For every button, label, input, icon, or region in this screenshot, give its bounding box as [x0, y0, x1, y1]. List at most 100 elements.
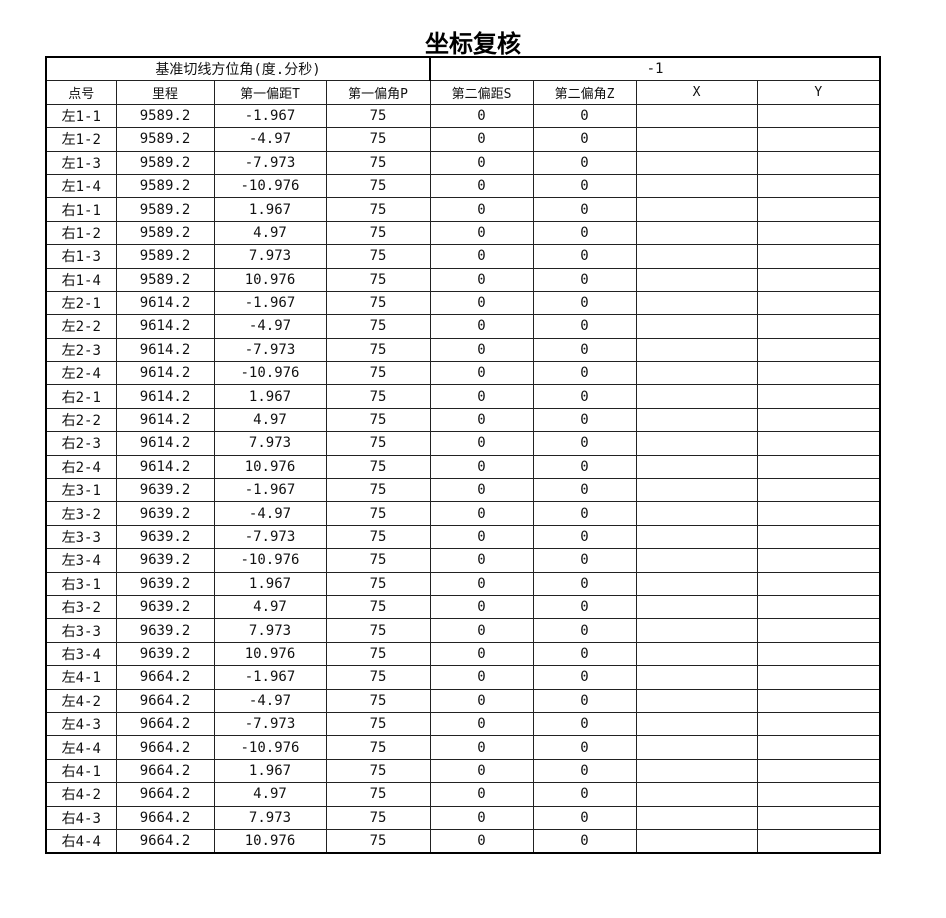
- cell-y[interactable]: [756, 220, 881, 246]
- cell-offset-s[interactable]: 0: [429, 782, 534, 807]
- cell-mileage[interactable]: 9589.2: [115, 173, 215, 199]
- cell-angle-z[interactable]: 0: [532, 431, 637, 456]
- cell-offset-t[interactable]: -4.97: [213, 314, 327, 339]
- cell-angle-p[interactable]: 75: [325, 782, 431, 807]
- cell-offset-t[interactable]: -7.973: [213, 524, 327, 550]
- cell-y[interactable]: [756, 641, 881, 667]
- cell-y[interactable]: [756, 337, 881, 363]
- cell-angle-p[interactable]: 75: [325, 665, 431, 690]
- cell-x[interactable]: [635, 758, 758, 784]
- cell-y[interactable]: [756, 127, 881, 152]
- cell-mileage[interactable]: 9639.2: [115, 478, 215, 503]
- cell-offset-t[interactable]: 1.967: [213, 758, 327, 784]
- cell-y[interactable]: [756, 735, 881, 760]
- cell-y[interactable]: [756, 431, 881, 456]
- cell-mileage[interactable]: 9664.2: [115, 665, 215, 690]
- cell-offset-s[interactable]: 0: [429, 828, 534, 854]
- cell-angle-z[interactable]: 0: [532, 150, 637, 175]
- cell-x[interactable]: [635, 267, 758, 292]
- cell-angle-z[interactable]: 0: [532, 665, 637, 690]
- cell-angle-z[interactable]: 0: [532, 594, 637, 620]
- cell-angle-p[interactable]: 75: [325, 407, 431, 433]
- cell-x[interactable]: [635, 407, 758, 433]
- cell-point-id[interactable]: 右1-1: [45, 197, 117, 222]
- cell-mileage[interactable]: 9589.2: [115, 267, 215, 292]
- cell-y[interactable]: [756, 267, 881, 292]
- cell-y[interactable]: [756, 290, 881, 316]
- cell-angle-p[interactable]: 75: [325, 618, 431, 643]
- cell-mileage[interactable]: 9589.2: [115, 150, 215, 175]
- cell-offset-s[interactable]: 0: [429, 290, 534, 316]
- cell-point-id[interactable]: 右3-2: [45, 594, 117, 620]
- cell-mileage[interactable]: 9639.2: [115, 594, 215, 620]
- cell-offset-s[interactable]: 0: [429, 524, 534, 550]
- cell-angle-z[interactable]: 0: [532, 314, 637, 339]
- cell-offset-t[interactable]: 10.976: [213, 828, 327, 854]
- cell-x[interactable]: [635, 501, 758, 526]
- cell-mileage[interactable]: 9664.2: [115, 758, 215, 784]
- cell-point-id[interactable]: 右3-3: [45, 618, 117, 643]
- cell-angle-z[interactable]: 0: [532, 384, 637, 409]
- cell-mileage[interactable]: 9639.2: [115, 618, 215, 643]
- cell-angle-z[interactable]: 0: [532, 828, 637, 854]
- cell-point-id[interactable]: 右3-1: [45, 571, 117, 596]
- header-offset-t[interactable]: 第一偏距T: [213, 80, 327, 105]
- cell-offset-t[interactable]: -4.97: [213, 501, 327, 526]
- cell-angle-z[interactable]: 0: [532, 711, 637, 737]
- cell-angle-z[interactable]: 0: [532, 501, 637, 526]
- cell-y[interactable]: [756, 150, 881, 175]
- cell-mileage[interactable]: 9614.2: [115, 361, 215, 386]
- cell-y[interactable]: [756, 594, 881, 620]
- cell-x[interactable]: [635, 548, 758, 573]
- cell-mileage[interactable]: 9639.2: [115, 524, 215, 550]
- cell-angle-p[interactable]: 75: [325, 197, 431, 222]
- cell-angle-z[interactable]: 0: [532, 290, 637, 316]
- cell-offset-t[interactable]: -7.973: [213, 711, 327, 737]
- cell-point-id[interactable]: 左2-4: [45, 361, 117, 386]
- cell-offset-s[interactable]: 0: [429, 431, 534, 456]
- cell-point-id[interactable]: 左4-2: [45, 688, 117, 713]
- cell-angle-z[interactable]: 0: [532, 244, 637, 269]
- cell-offset-s[interactable]: 0: [429, 150, 534, 175]
- cell-offset-s[interactable]: 0: [429, 548, 534, 573]
- cell-offset-s[interactable]: 0: [429, 478, 534, 503]
- cell-x[interactable]: [635, 314, 758, 339]
- cell-offset-s[interactable]: 0: [429, 197, 534, 222]
- cell-angle-p[interactable]: 75: [325, 478, 431, 503]
- cell-x[interactable]: [635, 127, 758, 152]
- cell-angle-p[interactable]: 75: [325, 103, 431, 129]
- cell-x[interactable]: [635, 431, 758, 456]
- cell-y[interactable]: [756, 665, 881, 690]
- header-angle-p[interactable]: 第一偏角P: [325, 80, 431, 105]
- cell-point-id[interactable]: 右4-1: [45, 758, 117, 784]
- cell-angle-p[interactable]: 75: [325, 805, 431, 830]
- header-x[interactable]: X: [635, 80, 758, 105]
- cell-y[interactable]: [756, 384, 881, 409]
- cell-point-id[interactable]: 左2-1: [45, 290, 117, 316]
- cell-mileage[interactable]: 9614.2: [115, 290, 215, 316]
- cell-mileage[interactable]: 9664.2: [115, 828, 215, 854]
- cell-x[interactable]: [635, 665, 758, 690]
- cell-x[interactable]: [635, 384, 758, 409]
- cell-x[interactable]: [635, 618, 758, 643]
- cell-offset-s[interactable]: 0: [429, 641, 534, 667]
- cell-offset-t[interactable]: -1.967: [213, 665, 327, 690]
- cell-x[interactable]: [635, 103, 758, 129]
- azimuth-label[interactable]: 基准切线方位角(度.分秒): [45, 56, 431, 82]
- cell-y[interactable]: [756, 361, 881, 386]
- cell-offset-t[interactable]: -4.97: [213, 688, 327, 713]
- cell-angle-z[interactable]: 0: [532, 478, 637, 503]
- header-mileage[interactable]: 里程: [115, 80, 215, 105]
- cell-point-id[interactable]: 左1-1: [45, 103, 117, 129]
- cell-mileage[interactable]: 9614.2: [115, 431, 215, 456]
- cell-y[interactable]: [756, 103, 881, 129]
- cell-point-id[interactable]: 左1-4: [45, 173, 117, 199]
- cell-offset-s[interactable]: 0: [429, 735, 534, 760]
- cell-x[interactable]: [635, 173, 758, 199]
- cell-mileage[interactable]: 9589.2: [115, 244, 215, 269]
- cell-angle-p[interactable]: 75: [325, 220, 431, 246]
- cell-offset-t[interactable]: 4.97: [213, 782, 327, 807]
- cell-angle-z[interactable]: 0: [532, 641, 637, 667]
- cell-x[interactable]: [635, 454, 758, 480]
- cell-point-id[interactable]: 左3-4: [45, 548, 117, 573]
